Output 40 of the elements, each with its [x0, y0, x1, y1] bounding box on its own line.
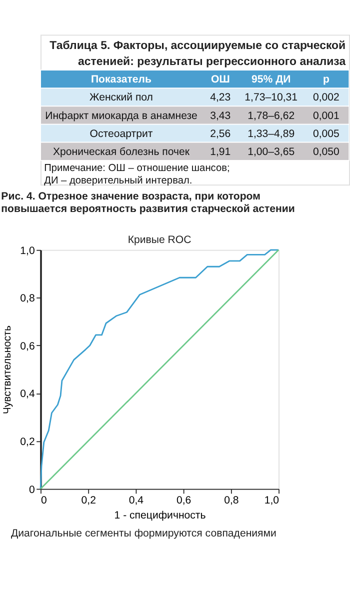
- text: Остеоартрит: [90, 128, 153, 140]
- text: Женский пол: [89, 92, 153, 104]
- x-tick-label: 0,8: [224, 494, 239, 506]
- text: 1,78–6,62: [248, 110, 295, 122]
- category-label: ОШ: [210, 74, 230, 86]
- text: Таблица 5. Факторы, ассоциируемые со старческой астенией: результаты регрессионного анализа: [50, 40, 346, 68]
- x-tick-label: 0,6: [176, 494, 192, 506]
- text: 1,73–10,31: [244, 92, 298, 104]
- chart-subtitle: Кривые ROC: [128, 234, 192, 246]
- text: 0,002: [312, 92, 340, 104]
- category-label: 95% ДИ: [251, 74, 291, 86]
- text: 2,56: [210, 128, 231, 140]
- text: 3,43: [210, 110, 231, 122]
- text: Хроническая болезнь почек: [52, 146, 190, 158]
- category-label: Показатель: [90, 74, 152, 86]
- category-label: p: [322, 74, 330, 86]
- y-tick-label: 0: [28, 484, 35, 496]
- y-tick-label: 1,0: [20, 244, 35, 257]
- y-tick-label: 0,4: [20, 388, 35, 400]
- x-tick-label: 1,0: [264, 494, 280, 506]
- text: 1,00–3,65: [248, 146, 295, 158]
- text: 1,91: [210, 146, 231, 158]
- text: ДИ – доверительный интервал.: [44, 175, 192, 186]
- text: Инфаркт миокарда в анамнезе: [45, 110, 198, 122]
- text: 0,005: [312, 128, 340, 140]
- chart-title: Рис. 4. Отрезное значение возраста, при котором повышается вероятность развития старческой астении: [1, 190, 295, 216]
- text: Примечание: ОШ – отношение шансов;: [44, 163, 230, 174]
- y-tick-label: 0,6: [20, 340, 35, 352]
- x-tick-label: 0,2: [81, 494, 96, 506]
- text: 0,001: [312, 110, 340, 122]
- text: 4,23: [210, 92, 231, 104]
- x-axis-title: 1 - специфичность: [114, 509, 206, 522]
- text: Диагональные сегменты формируются совпадениями: [10, 527, 277, 540]
- y-tick-label: 0,8: [20, 292, 35, 305]
- x-tick-label: 0,4: [128, 494, 144, 506]
- y-tick-label: 0,2: [20, 436, 35, 448]
- y-axis-title: Чувствительность: [1, 324, 14, 414]
- text: 1,33–4,89: [248, 128, 295, 140]
- text: 0,050: [312, 146, 340, 158]
- x-tick-label: 0: [40, 494, 47, 506]
